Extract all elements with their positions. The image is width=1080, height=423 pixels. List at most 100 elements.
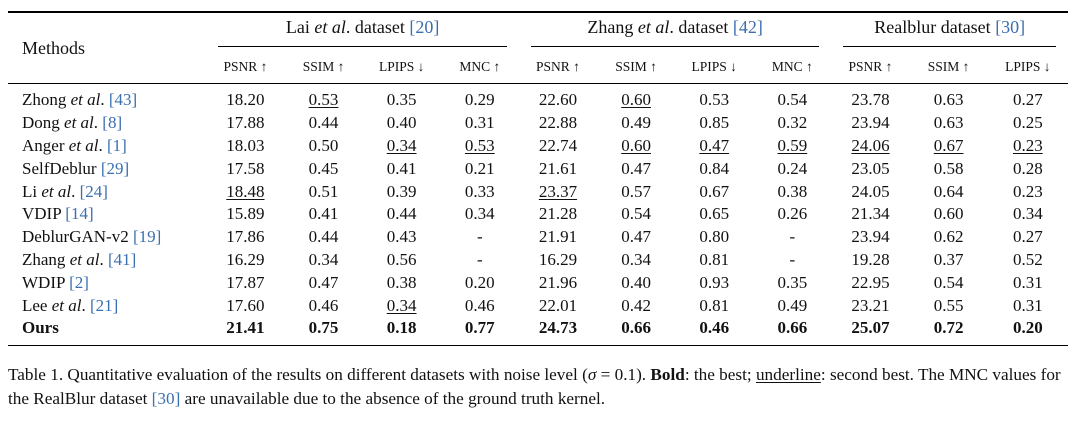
caption-part-3: : the best; xyxy=(684,365,756,384)
method-citation[interactable]: [8] xyxy=(102,113,123,133)
value-text: - xyxy=(476,227,483,247)
value-cell: 0.66 xyxy=(753,317,831,345)
method-citation[interactable]: [21] xyxy=(89,295,119,315)
value-cell: 25.07 xyxy=(831,317,909,345)
value-cell: - xyxy=(441,249,519,272)
value-cell: 0.67 xyxy=(910,135,988,158)
value-cell: 0.60 xyxy=(597,135,675,158)
caption-underline-word: underline xyxy=(755,365,821,384)
method-citation[interactable]: [1] xyxy=(106,135,127,155)
value-cell: 0.33 xyxy=(441,180,519,203)
value-text: 22.74 xyxy=(538,135,578,155)
value-cell: 0.42 xyxy=(597,294,675,317)
value-cell: 0.72 xyxy=(910,317,988,345)
value-text: 0.47 xyxy=(621,158,651,178)
method-citation[interactable]: [24] xyxy=(79,181,108,201)
etal-text: et al xyxy=(64,113,94,133)
method-citation[interactable]: [2] xyxy=(69,272,89,292)
value-text: 0.29 xyxy=(464,90,495,110)
caption-part-2: = 0.1). xyxy=(596,365,651,384)
method-citation[interactable]: [29] xyxy=(100,158,130,178)
value-text: 0.34 xyxy=(308,249,339,269)
value-text: 21.61 xyxy=(538,158,578,178)
value-cell: 0.51 xyxy=(284,180,362,203)
value-text: 0.34 xyxy=(1012,204,1043,224)
value-cell: 0.34 xyxy=(363,294,441,317)
value-cell: 0.56 xyxy=(363,249,441,272)
results-table-container: Methods Lai et al. dataset [20] Zhang et… xyxy=(8,11,1068,346)
value-cell: 0.41 xyxy=(363,157,441,180)
group-citation[interactable]: [30] xyxy=(995,17,1026,37)
group-name-etal: et al xyxy=(637,17,670,37)
value-text: 23.21 xyxy=(851,295,890,315)
value-cell: 0.59 xyxy=(753,135,831,158)
methods-header: Methods xyxy=(22,37,85,58)
value-cell: 0.85 xyxy=(675,112,753,135)
etal-text: et al xyxy=(41,181,72,201)
caption-part-5: are unavailable due to the absence of th… xyxy=(180,389,606,408)
method-name: Dong xyxy=(22,113,60,133)
value-cell: 21.28 xyxy=(519,203,597,226)
method-cell: Anger et al. [1] xyxy=(22,135,127,155)
value-cell: 0.58 xyxy=(910,157,988,180)
group-citation[interactable]: [42] xyxy=(732,17,763,37)
method-citation[interactable]: [41] xyxy=(107,249,137,269)
value-cell: 0.31 xyxy=(988,294,1068,317)
value-text: 0.64 xyxy=(933,181,964,201)
value-text: 0.32 xyxy=(777,113,808,133)
value-cell: 18.48 xyxy=(206,180,284,203)
value-cell: 0.20 xyxy=(988,317,1068,345)
value-cell: 0.81 xyxy=(675,294,753,317)
value-text: 17.86 xyxy=(226,227,265,247)
value-text: - xyxy=(789,227,796,247)
value-text: 23.05 xyxy=(851,158,890,178)
value-text: 0.41 xyxy=(308,204,339,224)
value-text: 18.20 xyxy=(226,90,265,110)
group-name: Realblur dataset xyxy=(874,17,996,37)
value-cell: 0.41 xyxy=(284,203,362,226)
value-cell: 0.38 xyxy=(753,180,831,203)
value-text: 22.01 xyxy=(538,295,578,315)
value-cell: 0.24 xyxy=(753,157,831,180)
value-cell: 0.50 xyxy=(284,135,362,158)
value-text: 0.40 xyxy=(386,113,417,133)
caption-citation[interactable]: [30] xyxy=(151,389,181,408)
method-cell: Lee et al. [21] xyxy=(22,295,119,315)
value-cell: 0.84 xyxy=(675,157,753,180)
value-cell: - xyxy=(753,226,831,249)
value-text: 0.43 xyxy=(386,227,417,247)
method-citation[interactable]: [14] xyxy=(65,204,94,224)
value-cell: 0.31 xyxy=(441,112,519,135)
value-text: 0.45 xyxy=(308,158,339,178)
value-text: 22.60 xyxy=(538,90,578,110)
group-citation[interactable]: [20] xyxy=(409,17,440,37)
metric-header: PSNR ↑ xyxy=(223,59,268,74)
value-text: 0.25 xyxy=(1012,113,1043,133)
value-text: 0.31 xyxy=(1012,295,1043,315)
value-text: 0.34 xyxy=(464,204,495,224)
value-cell: 0.60 xyxy=(910,203,988,226)
value-text: 0.54 xyxy=(621,204,651,224)
value-text: 0.66 xyxy=(621,318,651,338)
value-text: 24.06 xyxy=(851,135,890,155)
table-row: Li et al. [24] 18.48 0.51 0.39 0.33 23.37 0.57… xyxy=(8,180,1068,203)
value-cell: 0.32 xyxy=(753,112,831,135)
value-text: 0.27 xyxy=(1012,90,1043,110)
value-text: 0.80 xyxy=(699,227,730,247)
value-cell: 24.06 xyxy=(831,135,909,158)
method-citation[interactable]: [19] xyxy=(132,227,162,247)
value-text: 17.60 xyxy=(226,295,265,315)
value-text: 0.39 xyxy=(386,181,417,201)
method-citation[interactable]: [43] xyxy=(108,90,138,110)
value-cell: 21.96 xyxy=(519,271,597,294)
value-cell: - xyxy=(753,249,831,272)
value-cell: 0.34 xyxy=(284,249,362,272)
value-cell: 17.86 xyxy=(206,226,284,249)
method-cell: Li et al. [24] xyxy=(22,181,108,201)
value-cell: 23.37 xyxy=(519,180,597,203)
table-row: Ours 21.41 0.75 0.18 0.77 24.73 0.66 0.46 0.66 25… xyxy=(8,317,1068,345)
value-cell: 0.40 xyxy=(597,271,675,294)
method-name: Zhong xyxy=(22,90,67,110)
value-cell: 0.44 xyxy=(284,226,362,249)
etal-text: et al xyxy=(68,135,99,155)
